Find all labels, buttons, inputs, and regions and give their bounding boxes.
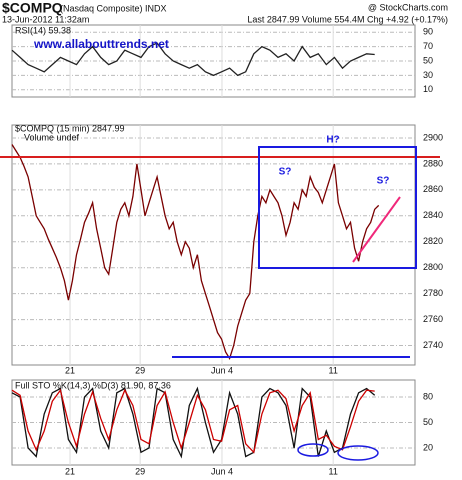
y-tick-label: 2880 (423, 158, 443, 168)
panel-title: RSI(14) 59.38 (15, 25, 71, 35)
y-tick-label: 50 (423, 417, 433, 427)
y-tick-label: 2760 (423, 314, 443, 324)
y-tick-label: 70 (423, 41, 433, 51)
series-line (11, 42, 375, 77)
annotation: S? (377, 176, 390, 187)
y-tick-label: 30 (423, 70, 433, 80)
y-tick-label: 80 (423, 391, 433, 401)
y-tick-label: 2860 (423, 184, 443, 194)
annotation: S? (279, 167, 292, 178)
y-tick-label: 10 (423, 84, 433, 94)
y-tick-label: 90 (423, 27, 433, 37)
y-tick-label: 2740 (423, 340, 443, 350)
x-tick-label: Jun 4 (211, 466, 233, 476)
quote: Last 2847.99 Volume 554.4M Chg +4.92 (+0… (247, 14, 448, 24)
annotation: H? (326, 135, 339, 146)
x-tick-label: 11 (329, 466, 338, 476)
y-tick-label: 20 (423, 442, 433, 452)
highlight (297, 443, 329, 457)
x-tick-label: 11 (329, 365, 338, 375)
x-tick-label: 29 (135, 466, 145, 476)
series-line (11, 144, 380, 361)
panel-title: $COMPQ (15 min) 2847.99 (15, 123, 125, 133)
y-tick-label: 2780 (423, 288, 443, 298)
panel-title: Full STO %K(14,3) %D(3) 81.90, 87.36 (15, 380, 171, 390)
x-tick-label: 21 (65, 466, 75, 476)
date: 13-Jun-2012 11:32am (2, 14, 89, 24)
y-tick-label: 50 (423, 55, 433, 65)
trend-line (352, 196, 401, 263)
plots: 10 30 50 70 90 RSI(14) 59.38 2740 2760 2780 2800 2… (11, 25, 443, 476)
source: @ StockCharts.com (368, 2, 448, 12)
y-tick-label: 2800 (423, 262, 443, 272)
x-tick-label: Jun 4 (211, 365, 233, 375)
y-tick-label: 2820 (423, 236, 443, 246)
symbol: $COMPQ (2, 0, 63, 16)
panel-subtitle: Volume undef (24, 132, 80, 142)
y-tick-label: 2900 (423, 132, 443, 142)
symbol-name: (Nasdaq Composite) INDX (60, 3, 167, 13)
series-line (11, 388, 375, 454)
series-line (11, 386, 376, 459)
x-tick-label: 29 (135, 365, 145, 375)
watermark: www.allabouttrends.net (33, 37, 169, 51)
highlight (337, 445, 379, 461)
x-tick-label: 21 (65, 365, 75, 375)
pattern-box (258, 146, 417, 269)
y-tick-label: 2840 (423, 210, 443, 220)
